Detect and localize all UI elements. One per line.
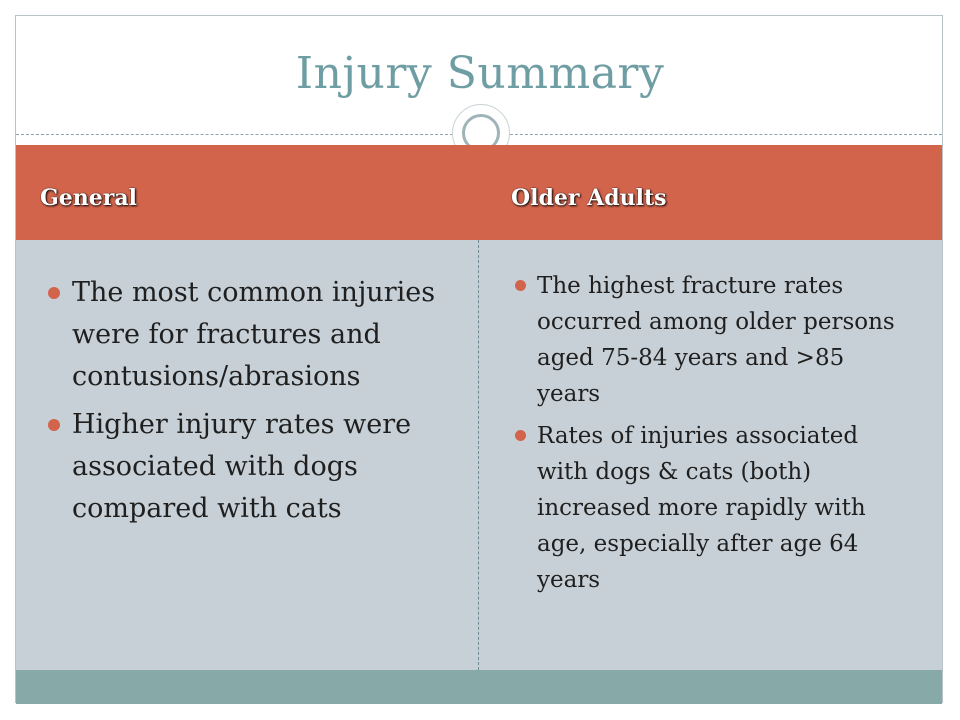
older-adults-column: The highest fracture rates occurred amon… <box>479 240 942 670</box>
bullet-dot-icon <box>515 280 526 291</box>
bullet-dot-icon <box>515 430 526 441</box>
general-column: The most common injuries were for fractu… <box>16 240 479 670</box>
list-item: Higher injury rates were associated with… <box>42 404 438 530</box>
bullet-text: Higher injury rates were associated with… <box>72 409 412 524</box>
bullet-text: Rates of injuries associated with dogs &… <box>537 423 866 593</box>
bullet-text: The most common injuries were for fractu… <box>72 277 436 392</box>
comparison-table: General Older Adults The most common inj… <box>16 145 942 670</box>
list-item: The highest fracture rates occurred amon… <box>513 268 902 412</box>
bullet-dot-icon <box>48 287 60 299</box>
header-older-adults: Older Adults <box>511 185 667 211</box>
slide-title: Injury Summary <box>295 48 665 99</box>
older-adults-bullet-list: The highest fracture rates occurred amon… <box>513 268 902 598</box>
list-item: The most common injuries were for fractu… <box>42 272 438 398</box>
bullet-dot-icon <box>48 419 60 431</box>
footer-bar <box>16 670 942 704</box>
list-item: Rates of injuries associated with dogs &… <box>513 418 902 598</box>
table-header-row: General Older Adults <box>16 145 942 240</box>
header-general: General <box>40 185 137 211</box>
general-bullet-list: The most common injuries were for fractu… <box>42 272 438 530</box>
bullet-text: The highest fracture rates occurred amon… <box>537 273 895 407</box>
table-body-row: The most common injuries were for fractu… <box>16 240 942 670</box>
